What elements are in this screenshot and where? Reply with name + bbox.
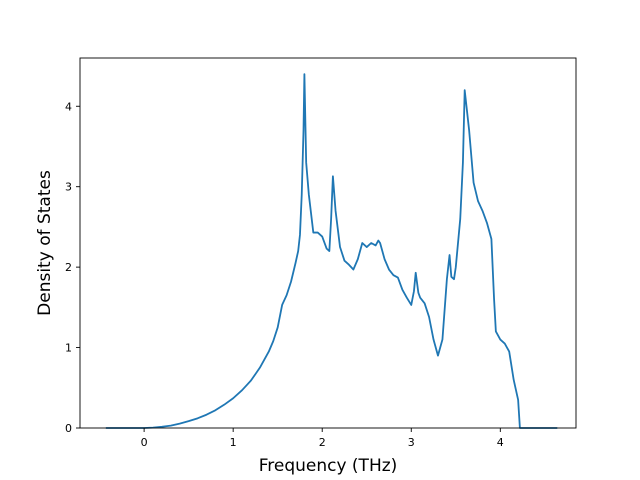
y-tick-label: 0 [65, 422, 72, 435]
plot-frame [79, 57, 577, 429]
y-tick-label: 2 [65, 261, 72, 274]
x-tick-label: 0 [141, 436, 148, 449]
x-tick-label: 4 [497, 436, 504, 449]
x-tick-label: 2 [319, 436, 326, 449]
y-tick-label: 1 [65, 342, 72, 355]
dos-series-line-0 [105, 73, 558, 429]
plot-area [80, 58, 576, 428]
x-axis-label: Frequency (THz) [259, 456, 398, 476]
y-axis-label: Density of States [35, 170, 55, 316]
series-layer [105, 73, 558, 429]
y-tick-label: 4 [65, 100, 72, 113]
y-tick-label: 3 [65, 181, 72, 194]
x-tick-label: 1 [230, 436, 237, 449]
x-tick-label: 3 [408, 436, 415, 449]
axes-layer: 0 1 2 3 4 0 1 2 3 4 [65, 57, 577, 449]
